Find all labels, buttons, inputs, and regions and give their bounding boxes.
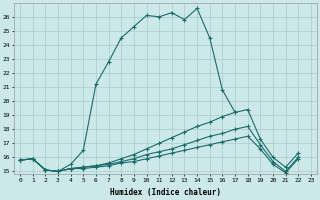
X-axis label: Humidex (Indice chaleur): Humidex (Indice chaleur) [110, 188, 221, 197]
